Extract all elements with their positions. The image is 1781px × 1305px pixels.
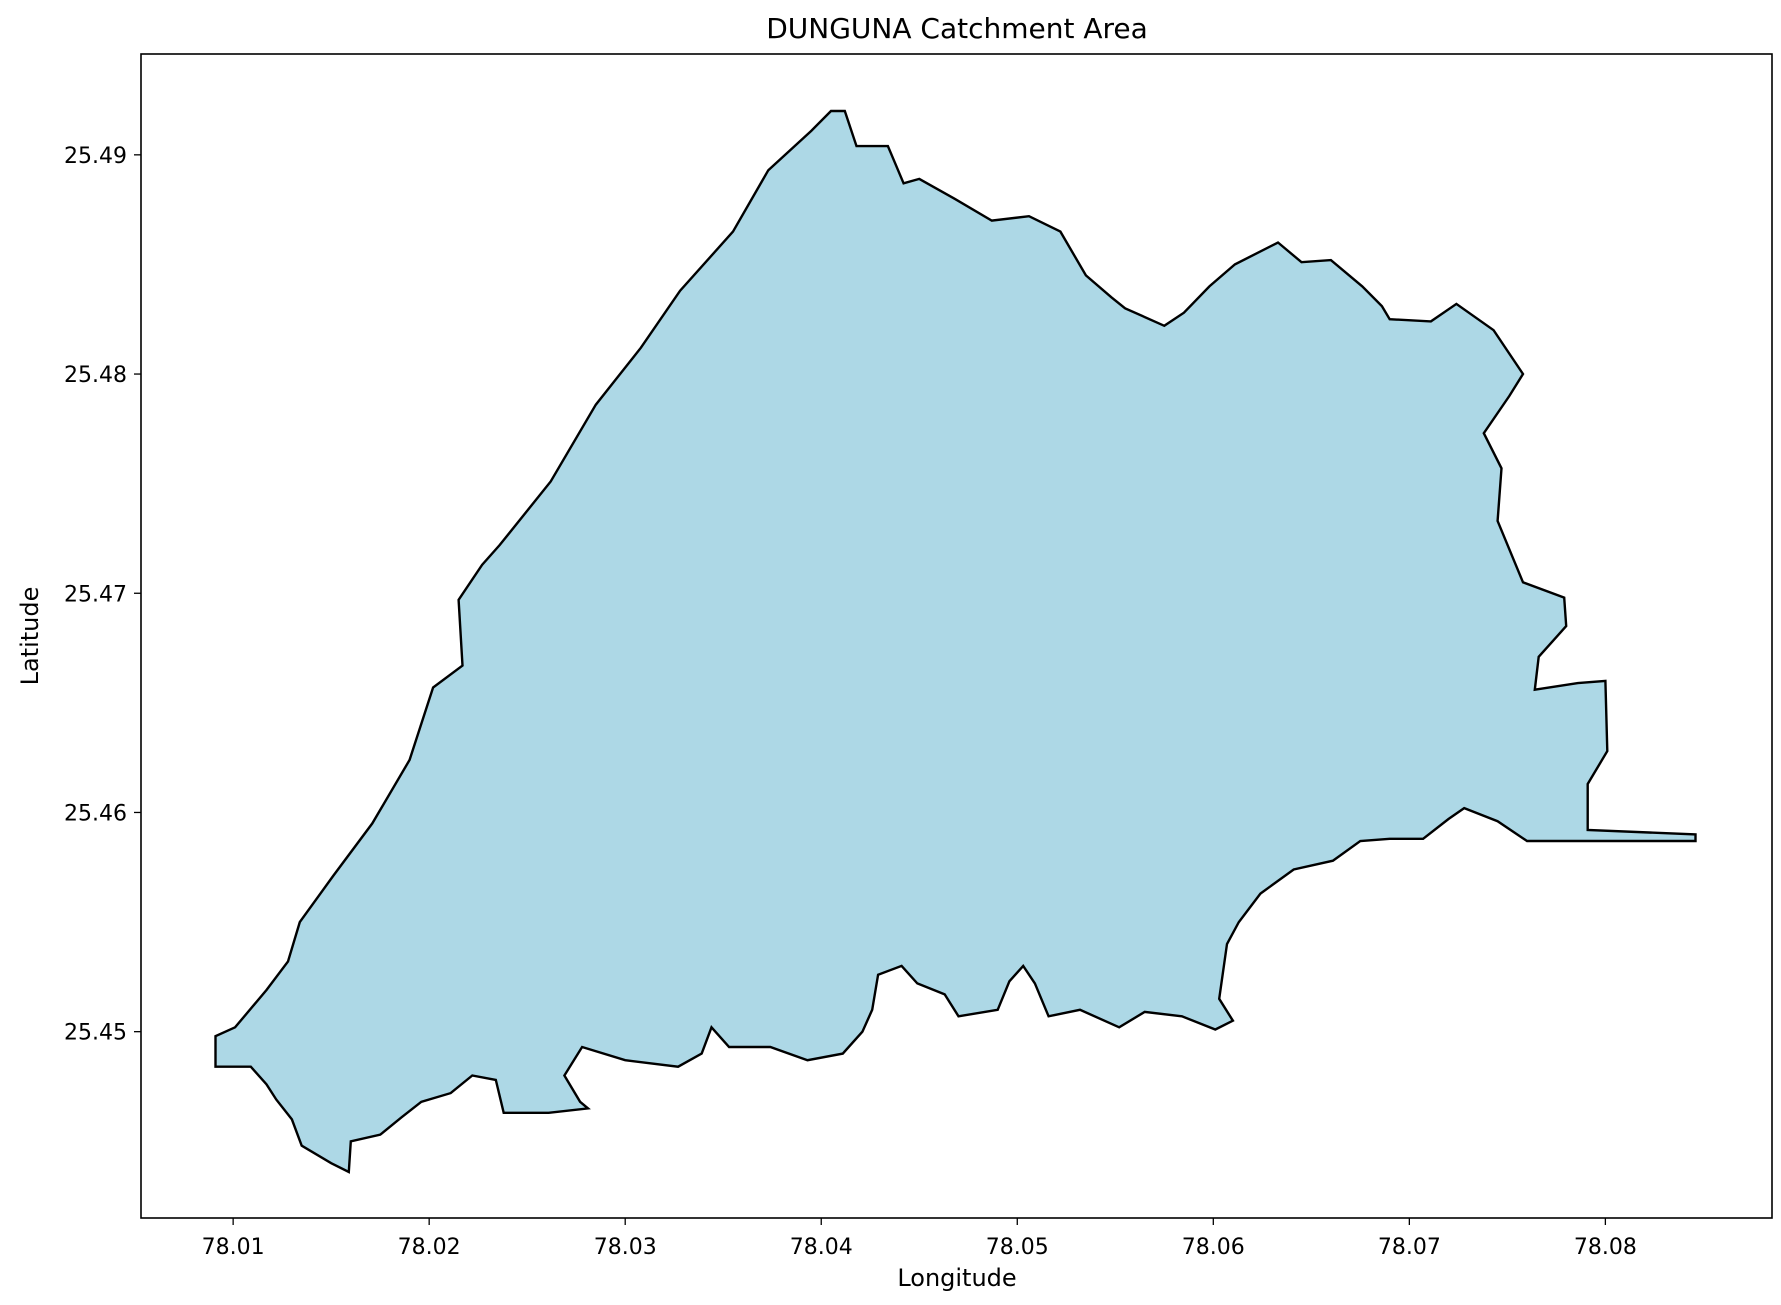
- y-tick-label: 25.48: [64, 363, 127, 388]
- x-tick-label: 78.08: [1574, 1235, 1637, 1260]
- x-tick-label: 78.03: [594, 1235, 657, 1260]
- chart-title: DUNGUNA Catchment Area: [766, 12, 1148, 45]
- x-tick-label: 78.04: [790, 1235, 853, 1260]
- y-tick-label: 25.46: [64, 801, 127, 826]
- x-tick-label: 78.06: [1182, 1235, 1245, 1260]
- x-tick-label: 78.02: [398, 1235, 461, 1260]
- x-axis-ticks: 78.01 78.02 78.03 78.04 78.05 78.06 78.07 78.08: [202, 1218, 1637, 1260]
- x-axis-label: Longitude: [897, 1264, 1016, 1292]
- y-axis-ticks: 25.45 25.46 25.47 25.48 25.49: [64, 144, 141, 1046]
- plot-area: [140, 53, 1773, 1219]
- catchment-polygon: [214, 109, 1697, 1174]
- y-axis-label: Latitude: [16, 587, 44, 686]
- x-tick-label: 78.05: [986, 1235, 1049, 1260]
- x-tick-label: 78.01: [202, 1235, 265, 1260]
- y-tick-label: 25.49: [64, 144, 127, 169]
- axes-frame: [140, 53, 1773, 1219]
- y-tick-label: 25.47: [64, 582, 127, 607]
- x-tick-label: 78.07: [1378, 1235, 1441, 1260]
- y-tick-label: 25.45: [64, 1021, 127, 1046]
